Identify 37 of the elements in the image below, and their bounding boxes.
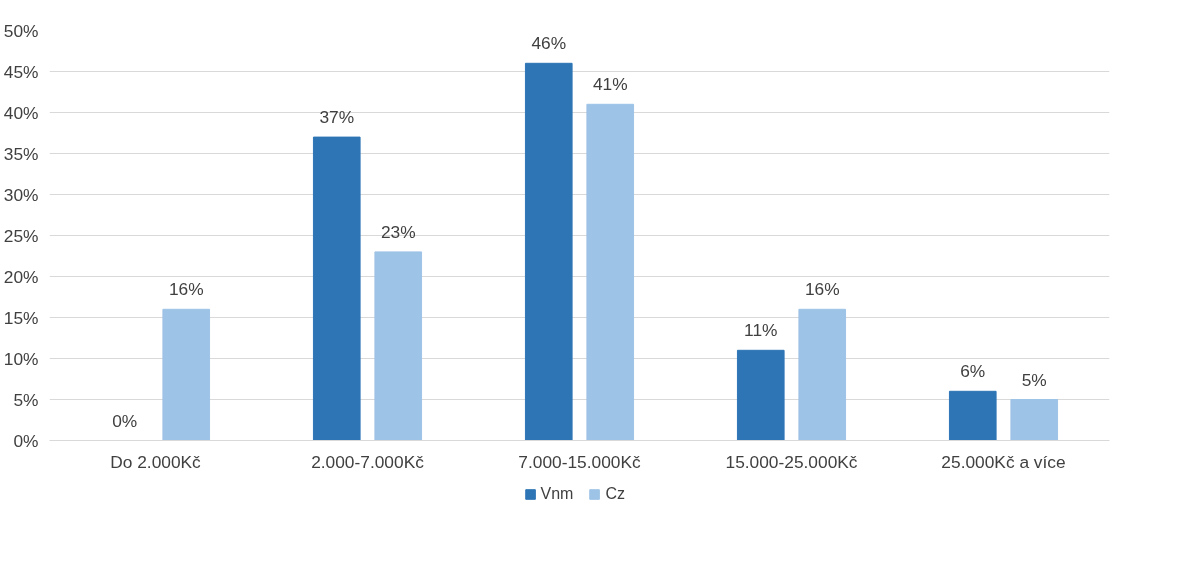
y-tick-label: 35% [3, 143, 39, 164]
data-label: 16% [804, 279, 840, 300]
data-label: 16% [168, 279, 204, 300]
bar [798, 308, 847, 441]
bar [736, 349, 785, 441]
y-tick-label: 0% [13, 430, 39, 451]
data-label: 37% [319, 107, 355, 128]
data-label: 41% [592, 74, 628, 95]
y-tick-label: 5% [13, 389, 39, 410]
bar [1010, 399, 1059, 441]
y-tick-label: 10% [3, 348, 39, 369]
x-tick-label: Do 2.000Kč [110, 451, 202, 472]
data-label: 0% [112, 410, 138, 431]
y-tick-label: 45% [3, 61, 39, 82]
x-tick-label: 15.000-25.000Kč [725, 451, 858, 472]
legend-label: Vnm [540, 485, 574, 503]
bar [586, 103, 635, 441]
data-label: 46% [531, 33, 567, 54]
y-tick-label: 15% [3, 307, 39, 328]
x-tick-label: 7.000-15.000Kč [518, 451, 642, 472]
y-tick-label: 25% [3, 225, 39, 246]
x-tick-label: 2.000-7.000Kč [311, 451, 425, 472]
bar [162, 308, 211, 441]
x-tick-label: 25.000Kč a více [941, 451, 1066, 472]
bar [948, 390, 997, 441]
bar [312, 136, 361, 441]
data-label: 11% [744, 320, 778, 341]
bar [524, 62, 573, 441]
data-label: 6% [960, 361, 986, 382]
data-label: 23% [380, 221, 416, 242]
data-label: 5% [1021, 369, 1047, 390]
y-tick-label: 20% [3, 266, 39, 287]
bar [374, 251, 423, 441]
y-tick-label: 30% [3, 184, 39, 205]
legend-label: Cz [605, 485, 626, 503]
y-tick-label: 40% [3, 102, 39, 123]
y-tick-label: 50% [3, 20, 39, 41]
